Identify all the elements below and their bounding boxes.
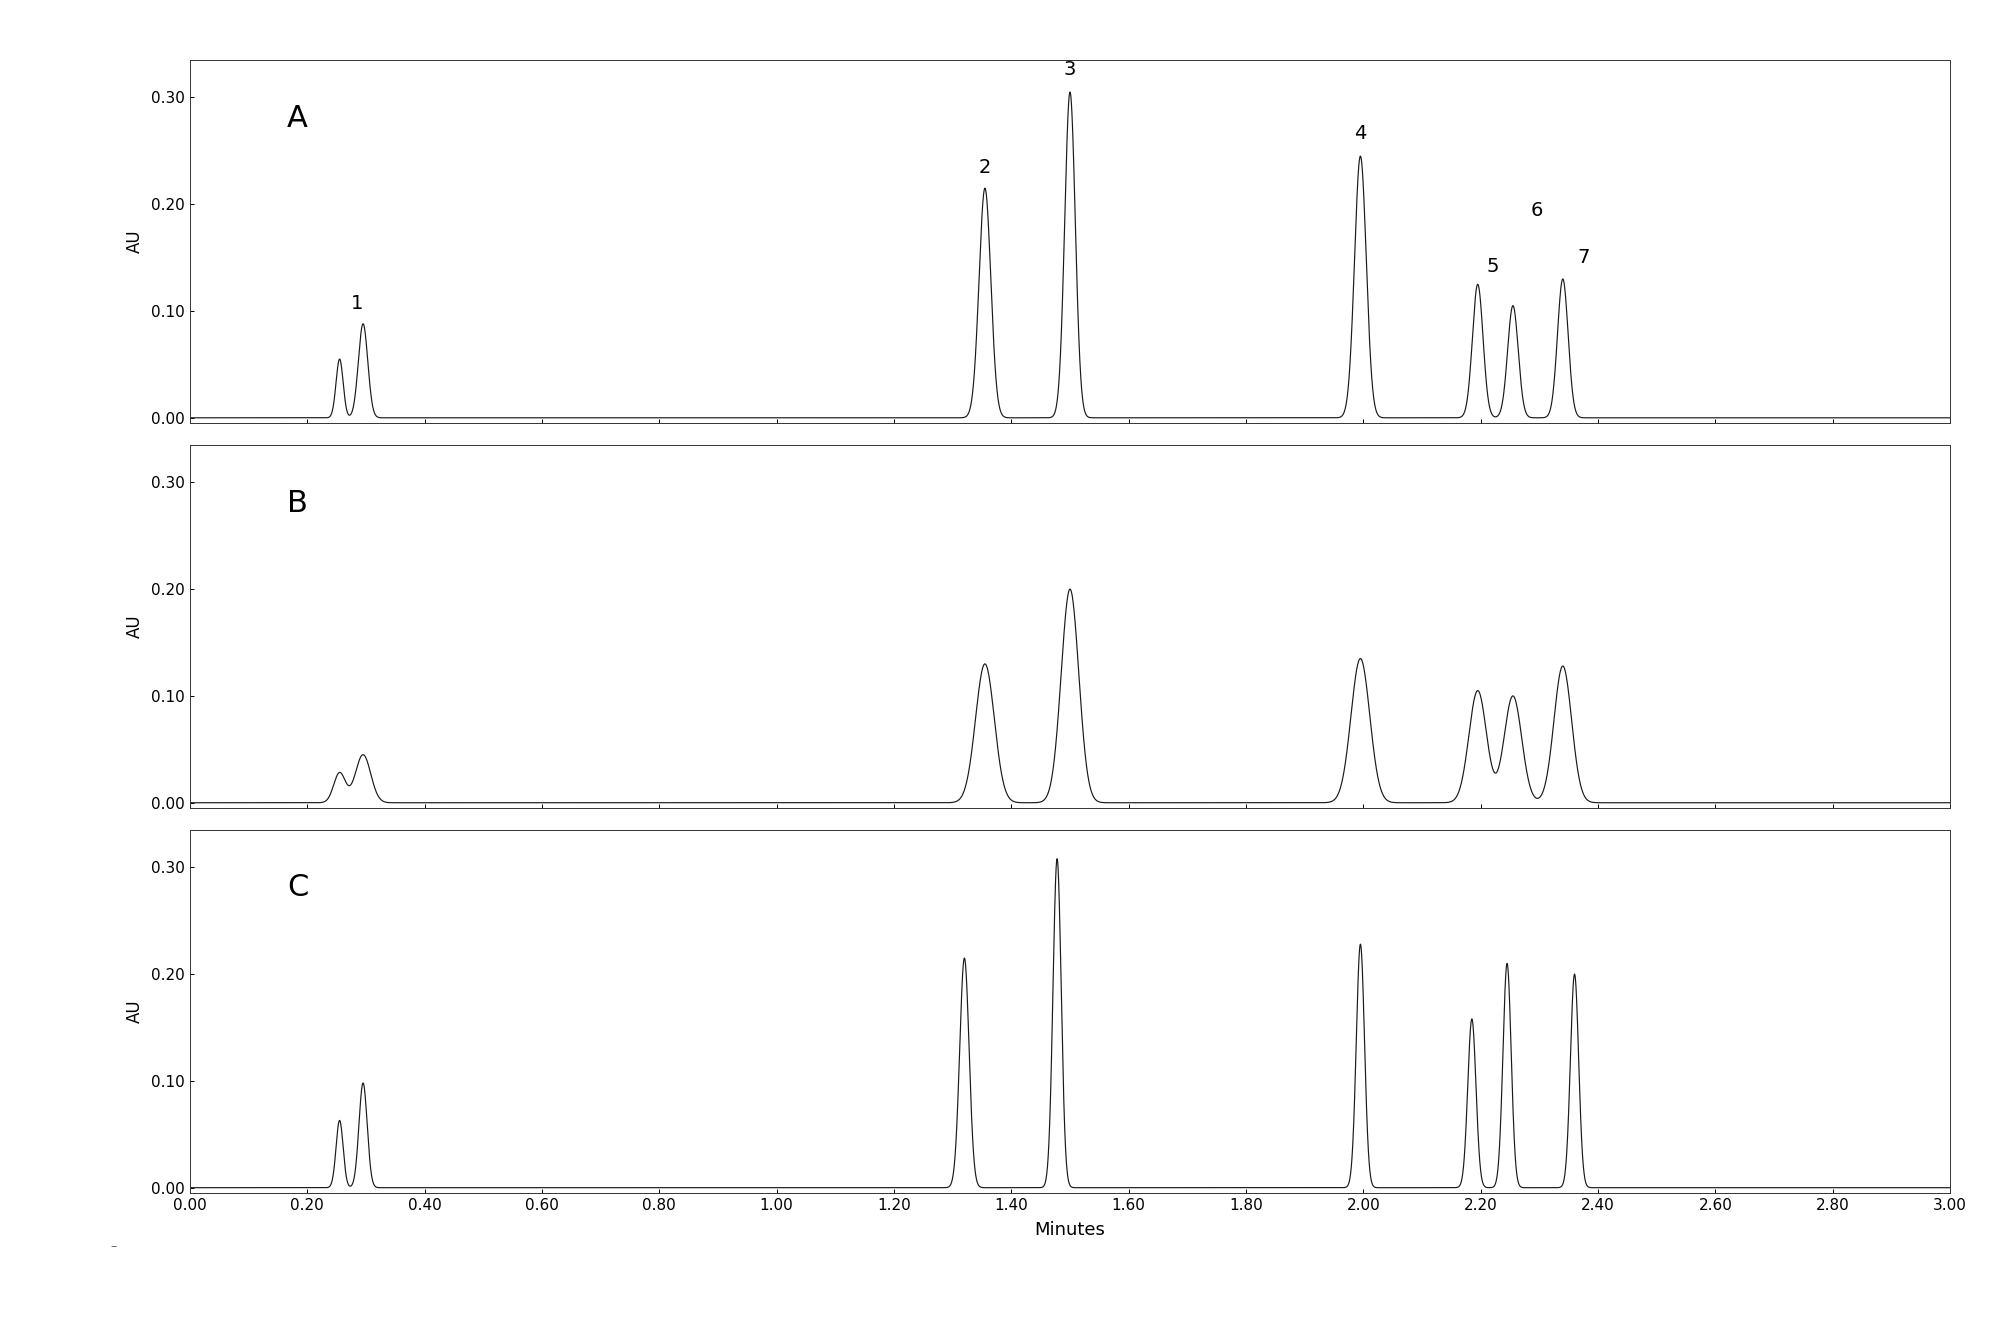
Text: C: C — [286, 873, 308, 902]
Text: A: A — [286, 104, 308, 132]
Text: 5: 5 — [1486, 257, 1498, 276]
Y-axis label: AU: AU — [126, 1000, 144, 1024]
Text: –: – — [110, 1240, 116, 1253]
X-axis label: Minutes: Minutes — [1034, 1221, 1106, 1240]
Text: 6: 6 — [1530, 201, 1542, 220]
Text: 2: 2 — [978, 159, 992, 177]
Y-axis label: AU: AU — [126, 229, 144, 253]
Text: 1: 1 — [352, 295, 364, 313]
Y-axis label: AU: AU — [126, 615, 144, 639]
Text: 3: 3 — [1064, 60, 1076, 79]
Text: 7: 7 — [1578, 248, 1590, 267]
Text: 4: 4 — [1354, 124, 1366, 144]
Text: B: B — [286, 488, 308, 517]
